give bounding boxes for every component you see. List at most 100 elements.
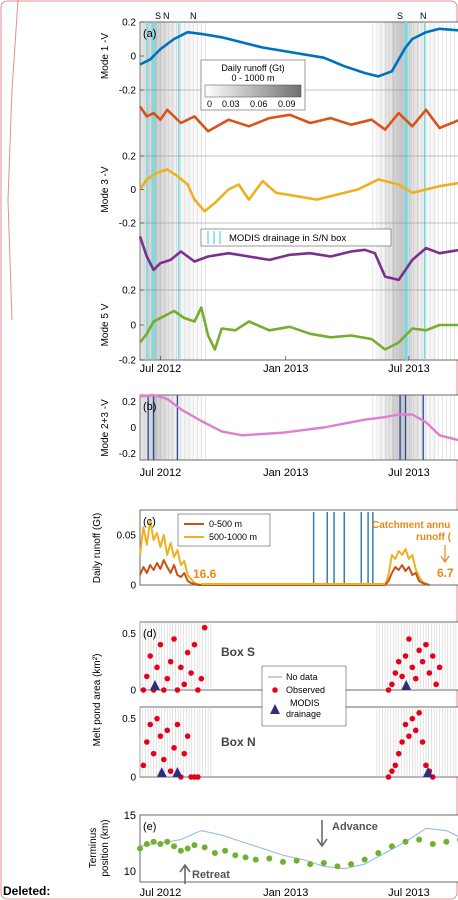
y-tick-label: -0.2 bbox=[119, 356, 137, 367]
marker-s-2013: S bbox=[397, 11, 403, 21]
colorbar-tick: 0.06 bbox=[250, 99, 268, 109]
terminus-point bbox=[157, 841, 164, 848]
observed-point bbox=[416, 647, 422, 654]
mode-23-series bbox=[139, 393, 458, 442]
mode-3-line bbox=[138, 168, 458, 213]
observed-point bbox=[426, 670, 433, 676]
terminus-model-line bbox=[139, 827, 458, 870]
modis-drainage-marker bbox=[156, 767, 167, 777]
terminus-point bbox=[242, 854, 249, 861]
observed-point bbox=[157, 641, 164, 648]
no-data-bands bbox=[139, 622, 457, 777]
observed-point bbox=[402, 721, 409, 728]
observed-point bbox=[429, 653, 436, 659]
panel-b: 0.2 0 -0.2 Mode 2+3 -V Jul 2012 Jan 2013 Jul 2… bbox=[100, 393, 458, 479]
drainage-markers bbox=[149, 680, 433, 777]
terminus-point bbox=[361, 856, 368, 863]
observed-point bbox=[395, 658, 402, 665]
legend-drainage-label-1: MODIS bbox=[290, 698, 320, 708]
terminus-point bbox=[164, 838, 171, 845]
mode-5-line bbox=[138, 306, 458, 351]
observed-point bbox=[409, 664, 416, 671]
runoff-band bbox=[140, 395, 147, 460]
observed-point bbox=[171, 636, 177, 642]
panel-a: 0.2 0 -0.2 Mode 1 -V 0.2 0 -0.2 Mode 3 -V 0.2 0 -0… bbox=[100, 11, 458, 375]
terminus-point bbox=[416, 836, 423, 843]
terminus-point bbox=[137, 845, 143, 852]
y-tick-label: 0.2 bbox=[122, 397, 136, 408]
observed-point bbox=[392, 762, 399, 769]
modis-legend: MODIS drainage in S/N box bbox=[200, 228, 392, 247]
observed-point bbox=[181, 681, 188, 688]
observed-point bbox=[164, 727, 171, 734]
observed-point bbox=[433, 681, 439, 688]
observed-point bbox=[181, 750, 188, 757]
observed-point bbox=[399, 739, 405, 745]
runoff-band bbox=[419, 395, 426, 460]
terminus-point bbox=[191, 842, 198, 849]
y-tick-label: -0.2 bbox=[119, 219, 137, 230]
observed-point bbox=[406, 636, 412, 642]
panel-e-frame bbox=[139, 814, 458, 883]
observed-point bbox=[188, 670, 194, 676]
observed-point bbox=[392, 670, 399, 676]
terminus-point bbox=[279, 858, 286, 865]
observed-point bbox=[174, 721, 181, 728]
terminus-point bbox=[443, 838, 450, 845]
terminus-point bbox=[348, 861, 355, 868]
y-tick-label: 0 bbox=[130, 52, 136, 63]
observed-point bbox=[184, 733, 191, 739]
legend-drainage-label-2: drainage bbox=[286, 709, 321, 719]
runoff-band bbox=[391, 395, 399, 460]
panel-a-label: (a) bbox=[143, 28, 156, 40]
runoff-band bbox=[146, 22, 153, 360]
runoff-band bbox=[152, 22, 157, 360]
panel-b-axes: 0.2 0 -0.2 Mode 2+3 -V Jul 2012 Jan 2013 Jul 2… bbox=[100, 397, 430, 479]
mode-23-line bbox=[139, 393, 458, 442]
panel-b-label: (b) bbox=[143, 401, 156, 413]
x-tick-label: Jul 2012 bbox=[140, 887, 182, 899]
runoff-band bbox=[385, 22, 392, 360]
terminus-point bbox=[429, 841, 436, 848]
observed-point bbox=[395, 750, 402, 757]
panel-e-axes: 15 10 Terminus position (km) bbox=[88, 810, 136, 878]
annotation-arrow bbox=[440, 545, 450, 564]
modis-legend-label: MODIS drainage in S/N box bbox=[229, 233, 346, 244]
runoff-band bbox=[398, 22, 406, 360]
runoff-band bbox=[378, 22, 386, 360]
colorbar-gradient bbox=[204, 84, 302, 98]
observed-point bbox=[140, 762, 147, 769]
observed-point bbox=[171, 745, 177, 751]
observed-point bbox=[154, 664, 160, 671]
runoff-shading-b bbox=[139, 395, 455, 460]
observed-point bbox=[144, 673, 150, 680]
red-margin-line bbox=[7, 0, 19, 321]
runoff-band bbox=[156, 395, 162, 460]
runoff-legend: 0-500 m 500-1000 m bbox=[177, 513, 271, 547]
terminus-point bbox=[402, 838, 409, 845]
observed-point bbox=[412, 727, 419, 734]
modis-drainage-marker bbox=[423, 767, 433, 777]
box-n-label: Box N bbox=[221, 735, 256, 749]
observed-point bbox=[201, 624, 208, 631]
observed-point bbox=[178, 664, 184, 671]
observed-point bbox=[389, 681, 395, 688]
marker-s-2012: S bbox=[155, 11, 161, 21]
y-tick-label: 10 bbox=[124, 866, 136, 878]
runoff-band bbox=[174, 22, 181, 360]
melt-legend-box bbox=[261, 665, 347, 727]
y-tick-label: 0 bbox=[130, 773, 136, 784]
runoff-band bbox=[180, 395, 192, 460]
x-tick-label: Jul 2012 bbox=[140, 363, 182, 375]
terminus-point bbox=[177, 847, 184, 854]
y-tick-label: 0.5 bbox=[122, 629, 136, 640]
marker-n-2013: N bbox=[420, 11, 427, 21]
observed-point bbox=[144, 739, 150, 745]
observed-point bbox=[195, 774, 201, 780]
terminus-point bbox=[150, 838, 157, 845]
y-tick-label: 15 bbox=[124, 810, 136, 822]
y-tick-label: 0.2 bbox=[122, 152, 136, 163]
panel-a-y-axes: 0.2 0 -0.2 Mode 1 -V 0.2 0 -0.2 Mode 3 -V 0.2 0 -0… bbox=[100, 18, 144, 367]
mode-4-line bbox=[138, 235, 458, 282]
deleted-side-note: Deleted: bbox=[3, 884, 51, 898]
